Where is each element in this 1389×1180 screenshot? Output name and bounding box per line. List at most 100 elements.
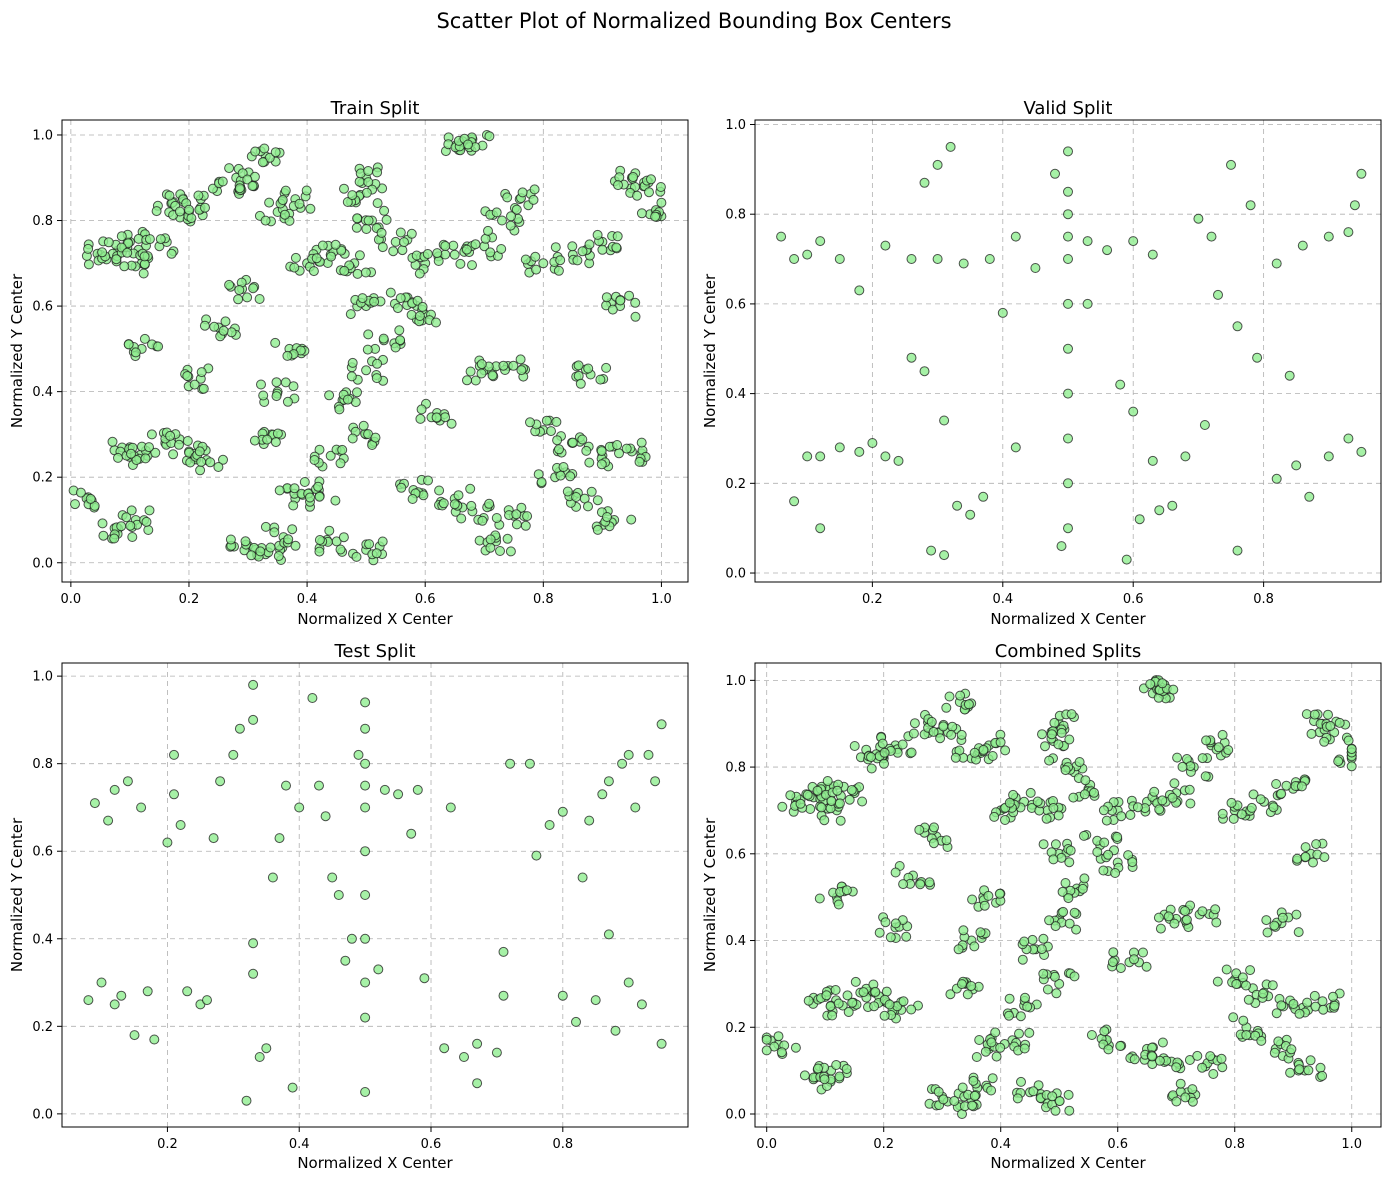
scatter-point	[1064, 857, 1075, 868]
scatter-point	[623, 749, 634, 760]
scatter-point	[530, 251, 541, 262]
scatter-point	[1036, 944, 1047, 955]
scatter-point	[597, 789, 608, 800]
scatter-point	[1017, 954, 1028, 965]
scatter-point	[880, 917, 891, 928]
scatter-point	[326, 251, 337, 262]
scatter-point	[567, 437, 578, 448]
scatter-point	[360, 723, 371, 734]
scatter-point	[1226, 797, 1237, 808]
scatter-point	[370, 432, 381, 443]
scatter-point	[656, 197, 667, 208]
scatter-point	[273, 551, 284, 561]
scatter-point	[551, 416, 562, 427]
scatter-point	[1232, 545, 1243, 556]
scatter-point	[314, 535, 325, 545]
scatter-point	[636, 208, 647, 219]
scatter-point	[1216, 1053, 1227, 1064]
scatter-point	[1048, 803, 1059, 813]
scatter-point	[155, 234, 166, 245]
scatter-point	[932, 159, 943, 170]
scatter-point	[241, 1095, 252, 1106]
scatter-point	[621, 443, 632, 454]
scatter-point	[1271, 473, 1282, 484]
scatter-point	[833, 998, 844, 1009]
scatter-point	[1315, 1062, 1326, 1073]
scatter-point	[1121, 554, 1132, 565]
scatter-point	[928, 838, 939, 849]
scatter-point	[1271, 258, 1282, 269]
scatter-point	[438, 498, 449, 509]
scatter-point	[597, 244, 608, 255]
scatter-point	[1311, 839, 1322, 850]
y-tick-label: 0.2	[725, 477, 746, 492]
scatter-point	[491, 513, 502, 523]
scatter-point	[819, 1074, 830, 1085]
scatter-point	[1063, 433, 1073, 444]
scatter-point	[607, 304, 618, 315]
scatter-point	[495, 546, 505, 556]
scatter-point	[347, 357, 358, 368]
scatter-point	[217, 176, 228, 187]
x-tick-label: 0.6	[421, 1137, 442, 1152]
scatter-point	[1300, 842, 1311, 853]
scatter-point	[249, 435, 260, 446]
scatter-point	[220, 316, 231, 327]
scatter-point	[802, 249, 813, 260]
scatter-point	[240, 536, 251, 547]
scatter-point	[1276, 1000, 1287, 1011]
panel-valid: Valid Split Normalized X Center Normaliz…	[701, 98, 1382, 628]
scatter-point	[407, 494, 418, 504]
scatter-point	[897, 739, 908, 750]
scatter-point	[879, 1010, 890, 1021]
scatter-point	[461, 244, 472, 255]
scatter-point	[636, 999, 647, 1010]
scatter-points	[68, 130, 667, 566]
scatter-point	[1255, 794, 1266, 805]
scatter-point	[330, 239, 341, 250]
scatter-point	[971, 1052, 982, 1062]
scatter-point	[1049, 971, 1060, 982]
scatter-point	[346, 371, 357, 382]
scatter-point	[378, 333, 389, 344]
scatter-point	[498, 946, 509, 957]
scatter-point	[459, 1052, 469, 1062]
scatter-point	[1277, 912, 1288, 923]
x-tick-label: 0.8	[1253, 592, 1274, 607]
scatter-point	[360, 933, 371, 944]
scatter-point	[175, 820, 186, 830]
scatter-point	[465, 366, 476, 377]
y-tick-label: 1.0	[32, 128, 53, 143]
y-tick-label: 0.4	[725, 934, 746, 949]
scatter-point	[109, 533, 120, 544]
scatter-point	[866, 763, 877, 774]
scatter-point	[890, 918, 901, 929]
scatter-point	[1110, 868, 1121, 878]
scatter-point	[360, 758, 371, 769]
scatter-point	[1213, 742, 1224, 753]
scatter-point	[869, 1001, 880, 1012]
scatter-point	[1012, 1093, 1023, 1104]
scatter-point	[1038, 839, 1049, 850]
scatter-point	[1346, 761, 1357, 772]
scatter-point	[340, 955, 351, 966]
scatter-point	[1241, 1030, 1252, 1040]
scatter-point	[146, 429, 157, 440]
scatter-point	[342, 197, 353, 207]
scatter-point	[1300, 851, 1311, 862]
x-tick-label: 1.0	[1341, 1137, 1362, 1152]
scatter-point	[314, 546, 325, 557]
scatter-point	[1056, 541, 1067, 552]
scatter-point	[928, 726, 939, 737]
scatter-point	[1349, 200, 1360, 211]
scatter-point	[372, 198, 383, 209]
scatter-point	[184, 204, 194, 215]
y-axis-label: Normalized Y Center	[701, 273, 719, 428]
scatter-point	[1129, 1054, 1140, 1065]
scatter-point	[1063, 1089, 1074, 1100]
scatter-point	[491, 207, 502, 218]
scatter-point	[139, 251, 150, 262]
scatter-point	[1180, 906, 1190, 916]
scatter-point	[1116, 811, 1127, 822]
scatter-point	[586, 486, 597, 497]
